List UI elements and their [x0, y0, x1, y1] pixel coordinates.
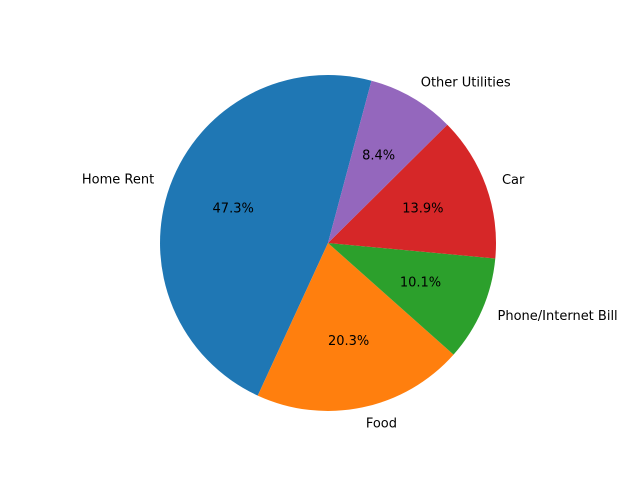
pie-category-label-phone-internet-bill: Phone/Internet Bill	[498, 309, 618, 324]
pie-category-label-home-rent: Home Rent	[82, 173, 154, 188]
pie-percent-label-food: 20.3%	[328, 334, 369, 349]
pie-category-label-car: Car	[502, 173, 525, 188]
pie-slice-phone-internet-bill	[328, 243, 496, 355]
pie-category-label-other-utilities: Other Utilities	[421, 76, 511, 91]
pie-slice-car	[328, 124, 497, 259]
pie-percent-label-phone-internet-bill: 10.1%	[400, 276, 441, 291]
pie-slice-food	[257, 243, 454, 411]
pie-percent-label-home-rent: 47.3%	[213, 201, 254, 216]
pie-slice-home-rent	[160, 75, 372, 396]
pie-category-labels: Home Rent Food Phone/Internet Bill Car Other…	[82, 76, 618, 432]
pie-percent-labels: 47.3% 20.3% 10.1% 13.9% 8.4%	[213, 148, 444, 349]
pie-percent-label-other-utilities: 8.4%	[362, 148, 395, 163]
pie-slice-other-utilities	[328, 80, 448, 243]
pie-percent-label-car: 13.9%	[402, 201, 443, 216]
pie-slices	[160, 75, 497, 411]
pie-category-label-food: Food	[366, 416, 397, 431]
